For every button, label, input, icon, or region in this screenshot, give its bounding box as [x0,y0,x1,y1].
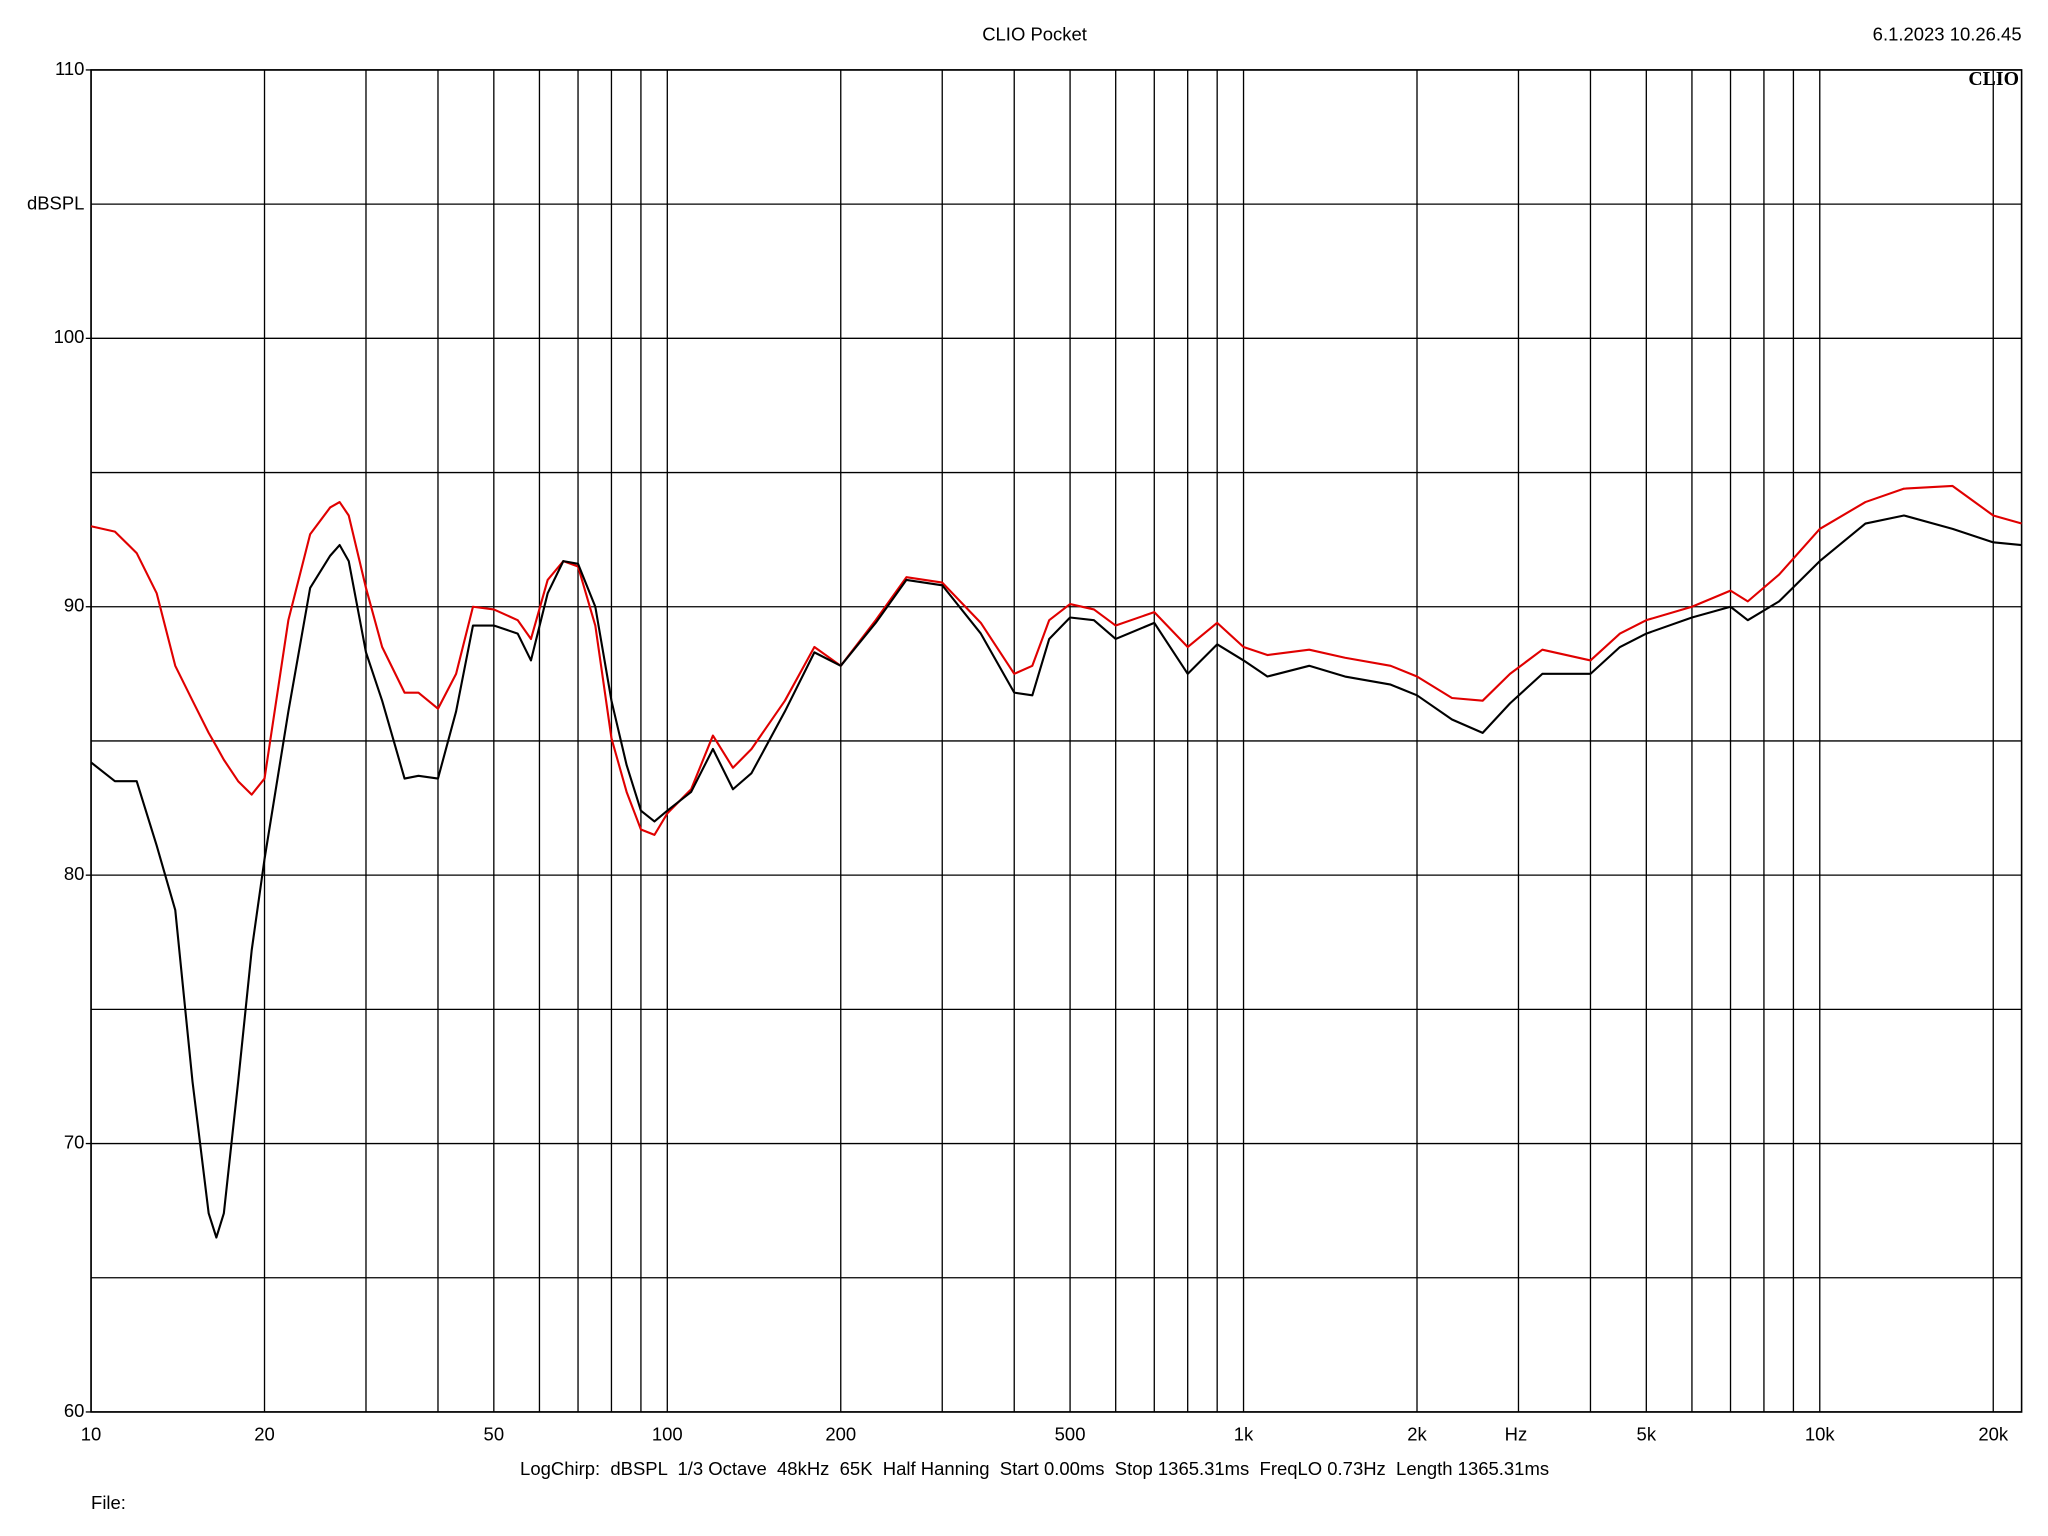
x-tick-label: 2k [1407,1424,1427,1445]
footer: LogChirp: dBSPL 1/3 Octave 48kHz 65K Hal… [520,1458,1549,1479]
x-axis-label: Hz [1505,1424,1528,1445]
x-tick-label: 20 [254,1424,275,1445]
y-tick-label: 100 [54,326,85,347]
series-line [90,484,2022,836]
y-tick-label: 110 [55,58,84,79]
file-label: File: [91,1492,126,1513]
x-tick-label: 100 [652,1424,683,1445]
series-line [90,514,2022,1239]
x-tick-label: 10k [1805,1424,1836,1445]
y-tick-label: 60 [64,1400,85,1421]
x-tick-label: 1k [1234,1424,1254,1445]
x-tick-label: 20k [1978,1424,2009,1445]
y-tick-label: 70 [64,1131,85,1152]
y-axis-label: dBSPL [27,192,85,213]
y-tick-label: 80 [64,863,85,884]
timestamp: 6.1.2023 10.26.45 [1873,24,2022,45]
x-tick-label: 10 [81,1424,102,1445]
x-tick-label: 500 [1055,1424,1086,1445]
chart-title: CLIO Pocket [982,24,1087,45]
x-tick-label: 200 [825,1424,856,1445]
x-tick-label: 50 [484,1424,505,1445]
y-tick-label: 90 [64,595,85,616]
x-tick-label: 5k [1637,1424,1657,1445]
